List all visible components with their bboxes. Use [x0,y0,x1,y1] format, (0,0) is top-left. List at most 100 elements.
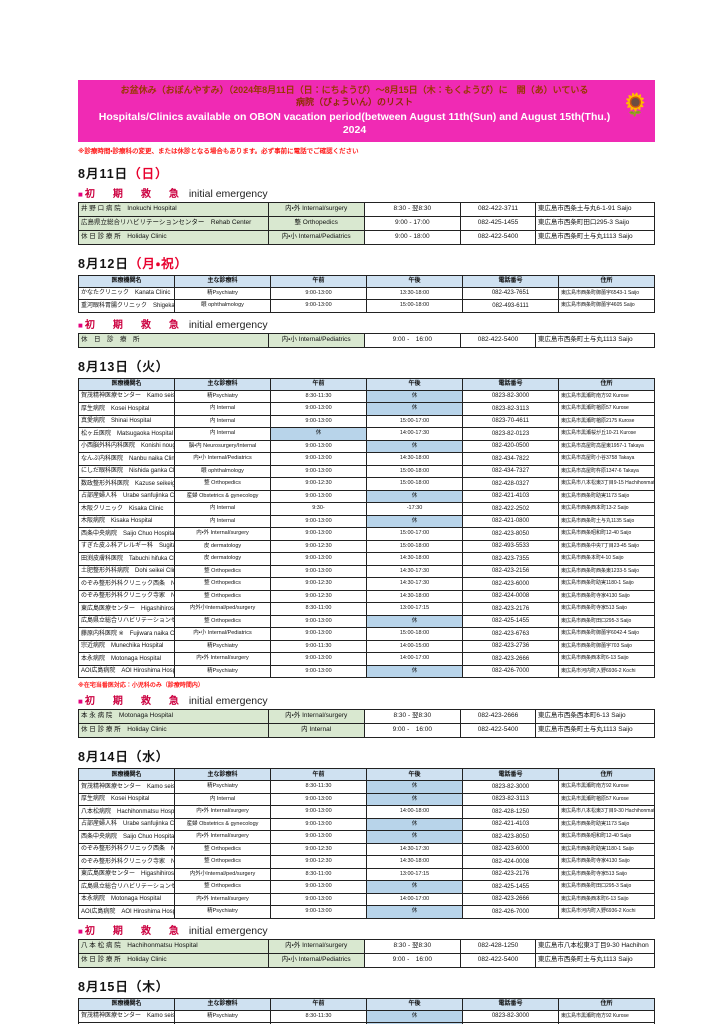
clinic-name-cell: 真愛病院 Shinai Hospital [78,414,175,429]
emergency-row: 休 日 診 療 所内・小 Internal/Pediatrics 9:00 - 1… [78,332,656,348]
afternoon-hours-cell: 休 [366,489,463,504]
phone-cell: 082-423-2156 [462,564,559,579]
phone-cell: 082-426-7000 [462,905,559,919]
morning-hours-cell: 9:00-13:00 [270,286,367,301]
clinic-row: AOI広島病院 AOI Hiroshima Hospital 精Psychiatr… [78,664,655,679]
phone-cell: 0823-82-3000 [462,389,559,404]
morning-hours-cell: 9:00-12:30 [270,539,367,554]
clinic-name-cell: 松ヶ丘医院 Matsugaoka Hospital [78,427,175,441]
clinic-table: 医療機関名 主な診療科 午前 午後 電話番号 住所 かなたクリニック Kanata Clin… [78,274,655,313]
column-header: 医療機関名 [78,997,175,1011]
clinic-row: 東広島医療センター Higashihiroshima iryou Center内… [78,602,655,616]
date-heading: 8月11日（日） [78,163,655,182]
address-cell: 東広島市西条町寺家4130 Saijo [558,855,655,869]
morning-hours-cell: 9:00-13:00 [270,414,367,429]
phone-cell: 082-423-8050 [462,830,559,844]
title-banner: お盆休み（おぼんやすみ）（2024年8月11日（日：にちようび）～8月15日（木… [78,80,655,142]
emergency-hours-cell: 8:30 - 翌8:30 [363,709,462,725]
phone-cell: 0823-82-3000 [462,780,559,794]
afternoon-hours-cell: 14:30-17:30 [366,564,463,579]
clinic-row: 木阪病院 Kisaka Hospital 内 Internal 9:00-13:00… [78,514,655,529]
clinic-row: 田渕皮膚科医院 Tabuchi hifuka Clinic 皮 dermatolo… [78,552,655,566]
phone-cell: 082-423-2736 [462,639,559,654]
address-cell: 東広島市西条町土与丸1135 Saijo [558,514,655,529]
clinic-name-cell: 本永病院 Motonaga Hospital [78,892,175,907]
clinic-name-cell: 厚生病院 Kosei Hospital [78,792,175,807]
afternoon-hours-cell: 14:00-17:00 [366,652,463,666]
clinic-name-cell: にしだ眼科医院 Nishida ganka Clinic [78,464,175,479]
department-cell: 内 Internal [174,402,271,416]
clinic-name-cell: 木阪クリニック Kisaka Clinic [78,502,175,516]
date-section: 8月13日（火） 医療機関名 主な診療科 午前 午後 電話番号 住所 賀茂精神医療センター K… [78,356,656,739]
morning-hours-cell: 9:00-13:00 [270,552,367,566]
clinic-name-cell: 藤原内科医院 ※ Fujiwara naika Clinic [78,627,175,641]
afternoon-hours-cell: 14:30-18:00 [366,855,463,869]
clinic-row: にしだ眼科医院 Nishida ganka Clinic 眼 ophthalmol… [78,464,655,479]
morning-hours-cell: 8:30-11:00 [270,867,367,882]
emergency-name-cell: 八 本 松 病 院 Hachihonmatsu Hospital [78,938,269,954]
clinic-name-cell: 本永病院 Motonaga Hospital [78,652,175,666]
morning-hours-cell: 9:00-13:00 [270,627,367,641]
initial-emergency-jp: 初 期 救 急 [84,188,183,200]
emergency-name-cell: 休 日 診 療 所 [78,332,269,348]
date-heading: 8月15日（木） [78,976,655,995]
morning-hours-cell: 9:00-13:00 [270,614,367,629]
clinic-row: なんぶ内科医院 Nanbu naika Clinic 内・小 Internal/P… [78,452,655,466]
afternoon-hours-cell: 14:00-17:00 [366,892,463,907]
address-cell: 東広島市西条町助実1180-1 Saijo [558,577,655,591]
department-cell: 内 Internal [174,427,271,441]
morning-hours-cell: 9:00-13:00 [270,792,367,807]
clinic-row: かなたクリニック Kanata Clinic 精Psychiatry 9:00-13… [78,286,655,301]
emergency-dept-cell: 内・小 Internal/Pediatrics [267,332,365,348]
clinic-name-cell: 厚生病院 Kosei Hospital [78,402,175,416]
department-cell: 内 Internal [174,514,271,529]
address-cell: 東広島市西条西本町13-2 Saijo [558,502,655,516]
column-header: 午後 [366,377,463,391]
address-cell: 東広島市西条中央7丁目23-45 Saijo [558,539,655,554]
emergency-dept-cell: 内 Internal [267,723,365,739]
phone-cell: 082-423-2666 [462,892,559,907]
clinic-name-cell: 木阪病院 Kisaka Hospital [78,514,175,529]
afternoon-hours-cell: 14:30-17:30 [366,842,463,857]
clinic-row: 小西脳外科内科医院 Konishi nougekanaika Clinic脳・内… [78,439,655,454]
morning-hours-cell: 9:30- [270,502,367,516]
address-cell: 東広島市西条町助実1180-1 Saijo [558,842,655,857]
emergency-address-cell: 東広島市西条町土与丸1113 Saijo [534,723,656,739]
morning-hours-cell: 8:30-11:30 [270,1009,367,1024]
clinic-name-cell: 宗近病院 Munechika Hospital [78,639,175,654]
clinic-name-cell: 東広島医療センター Higashihiroshima iryou Center [78,867,175,882]
date-label: 8月11日 [78,166,129,181]
morning-hours-cell: 9:00-12:30 [270,589,367,604]
home-doctor-note: ※在宅当番医対応：小児科のみ（診療時間内） [78,683,204,690]
morning-hours-cell: 9:00-13:00 [270,652,367,666]
banner-title-en: Hospitals/Clinics available on OBON vaca… [98,110,611,136]
phone-cell: 082-428-1250 [462,805,559,819]
address-cell: 東広島市西条町寺家513 Saijo [558,867,655,882]
column-header: 午前 [270,377,367,391]
morning-hours-cell: 9:00-13:00 [270,892,367,907]
clinic-row: 藤原内科医院 ※ Fujiwara naika Clinic 内・小 Intern… [78,627,655,641]
afternoon-hours-cell: 13:00-17:15 [366,867,463,882]
emergency-address-cell: 東広島市西条土与丸6-1-91 Saijo [534,201,656,217]
red-square-icon: ■ [78,926,83,936]
date-label: 8月13日 [78,359,129,374]
phone-cell: 0823-82-0123 [462,427,559,441]
clinic-row: 松ヶ丘医院 Matsugaoka Hospital 内 Internal 休 14:0… [78,427,655,441]
emergency-hours-cell: 9:00 - 18:00 [363,229,462,245]
emergency-phone-cell: 082-425-1455 [460,215,536,231]
date-heading: 8月12日（月・祝） [78,253,655,272]
phone-cell: 082-423-7651 [462,286,559,301]
date-section: 8月11日（日） ■ 初 期 救 急 initial emergency 井 野 口 病… [78,163,656,245]
clinic-name-cell: 数政整形外科医院 Kazuse seikeigeka Clinic [78,477,175,491]
department-cell: 精Psychiatry [174,905,271,919]
address-cell: 東広島市西条町助実1173 Saijo [558,817,655,832]
weekday-label: （水） [128,750,170,765]
afternoon-hours-cell: -17:30 [366,502,463,516]
address-cell: 東広島市高屋町高屋東1957-1 Takaya [558,439,655,454]
clinic-name-cell: 土肥整形外科病院 Dohi seikei Clinic [78,564,175,579]
column-header: 住所 [558,768,655,782]
department-cell: 内 Internal [174,502,271,516]
emergency-dept-cell: 内・小 Internal/Pediatrics [267,229,365,245]
